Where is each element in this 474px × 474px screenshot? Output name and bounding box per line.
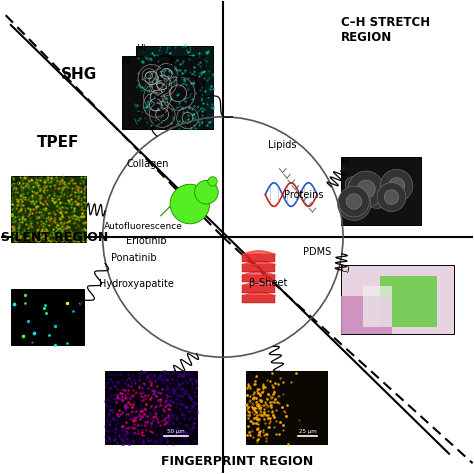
Text: Lipids: Lipids: [268, 140, 296, 150]
Bar: [242, 295, 275, 303]
Text: SHG: SHG: [61, 67, 97, 82]
Circle shape: [208, 177, 217, 186]
Text: Collagen: Collagen: [126, 159, 169, 169]
Circle shape: [337, 187, 371, 220]
Circle shape: [388, 178, 405, 194]
Text: Hydroxyapatite: Hydroxyapatite: [99, 279, 173, 289]
Bar: [11, 176, 86, 242]
Bar: [121, 55, 204, 128]
Circle shape: [370, 186, 384, 201]
Bar: [380, 275, 437, 327]
Text: Autofluorescence: Autofluorescence: [104, 222, 183, 231]
Circle shape: [380, 169, 413, 202]
Bar: [242, 254, 275, 262]
Circle shape: [170, 184, 210, 224]
Text: A): A): [121, 55, 131, 64]
Circle shape: [346, 195, 363, 212]
Circle shape: [348, 171, 384, 207]
Circle shape: [338, 186, 369, 217]
Circle shape: [346, 194, 362, 209]
Text: 50 μm: 50 μm: [167, 428, 184, 434]
Bar: [246, 371, 327, 444]
Text: SILENT REGION: SILENT REGION: [1, 230, 109, 244]
Text: E): E): [105, 371, 114, 380]
Bar: [341, 296, 392, 334]
Circle shape: [357, 180, 375, 198]
Circle shape: [349, 181, 356, 188]
Circle shape: [345, 177, 360, 192]
Bar: [136, 46, 213, 128]
Bar: [341, 157, 421, 225]
Bar: [242, 285, 275, 292]
Text: PDMS: PDMS: [303, 247, 331, 257]
Text: D): D): [246, 371, 257, 380]
Circle shape: [377, 182, 406, 211]
Circle shape: [384, 190, 399, 204]
Text: F): F): [11, 289, 19, 298]
Bar: [242, 264, 275, 272]
Circle shape: [195, 181, 218, 204]
Text: B): B): [341, 157, 350, 166]
Bar: [105, 371, 197, 444]
Text: H): H): [136, 44, 146, 53]
Text: Proteins: Proteins: [284, 190, 324, 200]
Text: FINGERPRINT REGION: FINGERPRINT REGION: [161, 455, 313, 468]
Text: G): G): [11, 176, 21, 185]
Text: 25 μm: 25 μm: [299, 428, 317, 434]
Text: Erlotinib: Erlotinib: [126, 236, 166, 246]
Bar: [242, 275, 275, 282]
Circle shape: [363, 179, 392, 209]
Text: C): C): [341, 265, 350, 274]
Text: C–H STRETCH
REGION: C–H STRETCH REGION: [341, 16, 430, 44]
Bar: [363, 286, 392, 327]
Bar: [341, 265, 454, 334]
Text: Ponatinib: Ponatinib: [111, 253, 157, 263]
Bar: [11, 289, 84, 346]
Text: TPEF: TPEF: [36, 135, 79, 150]
Text: β–Sheet: β–Sheet: [248, 278, 287, 288]
